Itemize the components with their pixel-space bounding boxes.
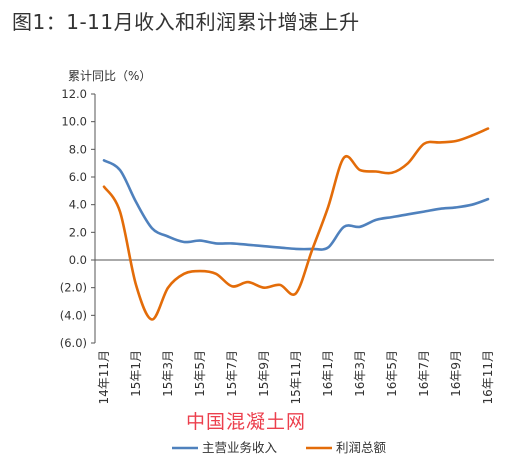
y-tick-label: (4.0): [60, 308, 87, 322]
y-axis: 12.0 10.0 8.0 6.0 4.0 2.0 0.0 (2.0) (4.0) (6.0): [60, 87, 96, 350]
legend-label-profit: 利润总额: [336, 440, 387, 455]
x-tick-label: 14年11月: [97, 350, 111, 405]
series-line-revenue: [102, 159, 490, 251]
y-tick-label: 0.0: [69, 253, 87, 267]
series-line-profit: [102, 127, 490, 321]
y-tick-label: 10.0: [61, 115, 87, 129]
x-tick-label: 15年5月: [193, 350, 207, 397]
legend: 主营业务收入 利润总额: [172, 440, 387, 455]
x-axis: 14年11月 15年1月 15年3月 15年5月 15年7月 15年9月 15年11月 16年…: [95, 259, 495, 405]
x-tick-label: 15年11月: [289, 350, 303, 405]
x-tick-label: 16年1月: [321, 350, 335, 397]
y-tick-label: 12.0: [61, 87, 87, 101]
x-tick-label: 16年3月: [353, 350, 367, 397]
y-tick-label: (2.0): [60, 281, 87, 295]
x-tick-label: 15年7月: [225, 350, 239, 397]
x-tick-label: 16年7月: [417, 350, 431, 397]
legend-label-revenue: 主营业务收入: [202, 440, 278, 455]
y-tick-labels: 12.0 10.0 8.0 6.0 4.0 2.0 0.0 (2.0) (4.0) (6.0): [60, 87, 95, 350]
x-tick-label: 15年3月: [161, 350, 175, 397]
y-tick-label: (6.0): [60, 336, 87, 350]
x-tick-label: 15年9月: [257, 350, 271, 397]
x-tick-label: 16年9月: [449, 350, 463, 397]
y-tick-label: 8.0: [69, 142, 87, 156]
figure-title: 图1：1-11月收入和利润累计增速上升: [12, 10, 360, 34]
y-tick-label: 6.0: [69, 170, 87, 184]
x-tick-label: 16年5月: [385, 350, 399, 397]
watermark-text: 中国混凝土网: [186, 411, 307, 433]
y-tick-label: 4.0: [69, 198, 87, 212]
x-tick-label: 15年1月: [129, 350, 143, 397]
y-tick-label: 2.0: [69, 225, 87, 239]
plot-series: [102, 127, 490, 321]
x-tick-label: 16年11月: [481, 350, 495, 405]
y-axis-label: 累计同比（%）: [68, 69, 151, 83]
x-tick-labels: 14年11月 15年1月 15年3月 15年5月 15年7月 15年9月 15年11月 16年…: [97, 350, 495, 405]
